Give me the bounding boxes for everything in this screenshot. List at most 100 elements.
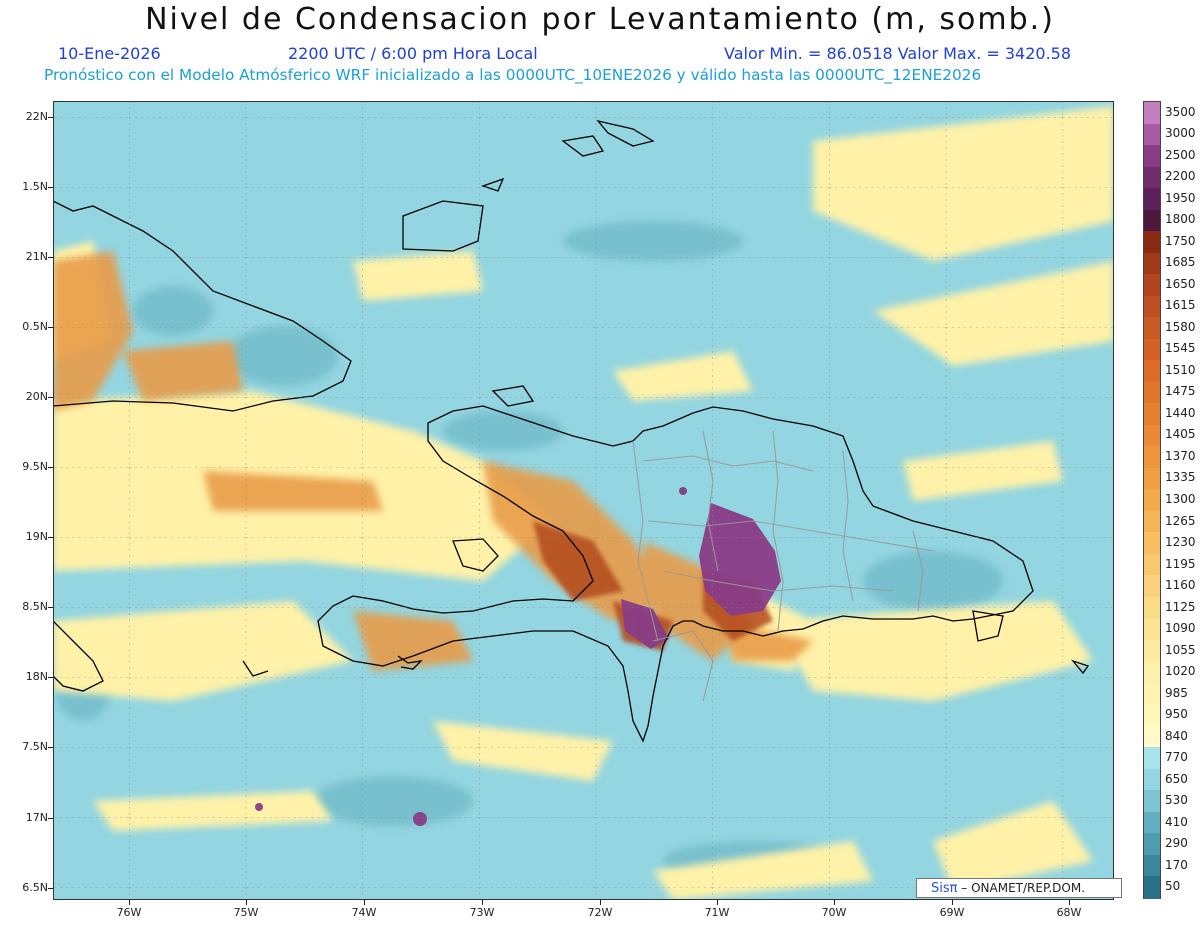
colorbar bbox=[1143, 101, 1161, 899]
min-max-label: Valor Min. = 86.0518 Valor Max. = 3420.5… bbox=[724, 44, 1072, 63]
lat-tick bbox=[48, 397, 53, 398]
colorbar-cell bbox=[1144, 575, 1160, 598]
colorbar-cell bbox=[1144, 381, 1160, 404]
lat-label-18n: 18N bbox=[25, 670, 48, 683]
colorbar-cell bbox=[1144, 338, 1160, 361]
colorbar-cell bbox=[1144, 833, 1160, 856]
lon-tick bbox=[1069, 900, 1070, 905]
lon-label-68w: 68W bbox=[1056, 906, 1082, 919]
colorbar-cell bbox=[1144, 360, 1160, 383]
lat-tick bbox=[48, 888, 53, 889]
lon-label-69w: 69W bbox=[939, 906, 965, 919]
colorbar-label: 1405 bbox=[1165, 427, 1196, 442]
colorbar-label: 1685 bbox=[1165, 255, 1196, 270]
colorbar-cell bbox=[1144, 467, 1160, 490]
colorbar-label: 1545 bbox=[1165, 341, 1196, 356]
lon-tick bbox=[717, 900, 718, 905]
lon-label-75w: 75W bbox=[233, 906, 259, 919]
colorbar-cell bbox=[1144, 188, 1160, 211]
lat-label-19n: 19N bbox=[25, 530, 48, 543]
lat-tick bbox=[48, 257, 53, 258]
colorbar-label: 1580 bbox=[1165, 319, 1196, 334]
colorbar-label: 530 bbox=[1165, 793, 1188, 808]
colorbar-cell bbox=[1144, 231, 1160, 254]
colorbar-cell bbox=[1144, 618, 1160, 641]
colorbar-label: 1335 bbox=[1165, 470, 1196, 485]
lat-label-19-5n: 9.5N bbox=[22, 460, 48, 473]
colorbar-label: 1230 bbox=[1165, 535, 1196, 550]
colorbar-cell bbox=[1144, 295, 1160, 318]
colorbar-label: 1615 bbox=[1165, 298, 1196, 313]
colorbar-label: 950 bbox=[1165, 707, 1188, 722]
colorbar-label: 410 bbox=[1165, 814, 1188, 829]
sispi-logo: Sisπ bbox=[931, 881, 958, 896]
colorbar-label: 50 bbox=[1165, 879, 1181, 894]
colorbar-cell bbox=[1144, 596, 1160, 619]
lat-label-20n: 20N bbox=[25, 390, 48, 403]
lon-label-71w: 71W bbox=[704, 906, 730, 919]
lat-label-17n: 17N bbox=[25, 811, 48, 824]
lon-label-70w: 70W bbox=[821, 906, 847, 919]
lon-tick bbox=[246, 900, 247, 905]
colorbar-label: 1440 bbox=[1165, 405, 1196, 420]
colorbar-cell bbox=[1144, 854, 1160, 878]
lat-tick bbox=[48, 327, 53, 328]
colorbar-label: 1160 bbox=[1165, 578, 1196, 593]
colorbar-label: 1020 bbox=[1165, 664, 1196, 679]
colorbar-label: 1950 bbox=[1165, 190, 1196, 205]
credit-box: Sisπ – ONAMET/REP.DOM. bbox=[916, 878, 1122, 898]
lat-label-22n: 22N bbox=[25, 110, 48, 123]
colorbar-label: 3000 bbox=[1165, 126, 1196, 141]
colorbar-label: 1090 bbox=[1165, 621, 1196, 636]
colorbar-cell bbox=[1144, 209, 1160, 232]
map-title: Nivel de Condensacion por Levantamiento … bbox=[145, 2, 1055, 37]
model-info-label: Pronóstico con el Modelo Atmósferico WRF… bbox=[44, 66, 982, 84]
lat-label-21n: 21N bbox=[25, 250, 48, 263]
colorbar-label: 770 bbox=[1165, 750, 1188, 765]
lon-label-74w: 74W bbox=[351, 906, 377, 919]
colorbar-cell bbox=[1144, 489, 1160, 512]
colorbar-label: 1650 bbox=[1165, 276, 1196, 291]
colorbar-cell bbox=[1144, 704, 1160, 727]
colorbar-cell bbox=[1144, 317, 1160, 340]
colorbar-label: 2500 bbox=[1165, 147, 1196, 162]
colorbar-label: 1750 bbox=[1165, 233, 1196, 248]
time-label: 2200 UTC / 6:00 pm Hora Local bbox=[288, 44, 538, 63]
colorbar-cell bbox=[1144, 682, 1160, 705]
colorbar-label: 1510 bbox=[1165, 362, 1196, 377]
lat-tick bbox=[48, 818, 53, 819]
colorbar-label: 1475 bbox=[1165, 384, 1196, 399]
lon-label-73w: 73W bbox=[469, 906, 495, 919]
colorbar-label: 1800 bbox=[1165, 212, 1196, 227]
colorbar-label: 985 bbox=[1165, 685, 1188, 700]
lat-tick bbox=[48, 747, 53, 748]
colorbar-cell bbox=[1144, 446, 1160, 469]
lat-tick bbox=[48, 607, 53, 608]
graticule bbox=[53, 101, 1114, 900]
colorbar-cell bbox=[1144, 532, 1160, 555]
colorbar-label: 3500 bbox=[1165, 104, 1196, 119]
colorbar-cell bbox=[1144, 661, 1160, 684]
lat-tick bbox=[48, 187, 53, 188]
colorbar-cell bbox=[1144, 768, 1160, 792]
lon-tick bbox=[364, 900, 365, 905]
lon-tick bbox=[482, 900, 483, 905]
colorbar-cell bbox=[1144, 123, 1160, 146]
lat-tick bbox=[48, 537, 53, 538]
colorbar-cell bbox=[1144, 424, 1160, 447]
colorbar-cell bbox=[1144, 639, 1160, 662]
colorbar-label: 1370 bbox=[1165, 448, 1196, 463]
colorbar-label: 650 bbox=[1165, 771, 1188, 786]
colorbar-cell bbox=[1144, 553, 1160, 576]
lon-label-72w: 72W bbox=[587, 906, 613, 919]
lat-label-18-5n: 8.5N bbox=[22, 600, 48, 613]
lat-label-16-5n: 6.5N bbox=[22, 881, 48, 894]
colorbar-cell bbox=[1144, 166, 1160, 189]
lat-label-20-5n: 0.5N bbox=[22, 320, 48, 333]
lon-tick bbox=[952, 900, 953, 905]
colorbar-cell bbox=[1144, 811, 1160, 835]
colorbar-label: 2200 bbox=[1165, 169, 1196, 184]
colorbar-cell bbox=[1144, 102, 1160, 125]
lon-tick bbox=[834, 900, 835, 905]
credit-text: – ONAMET/REP.DOM. bbox=[961, 881, 1086, 895]
